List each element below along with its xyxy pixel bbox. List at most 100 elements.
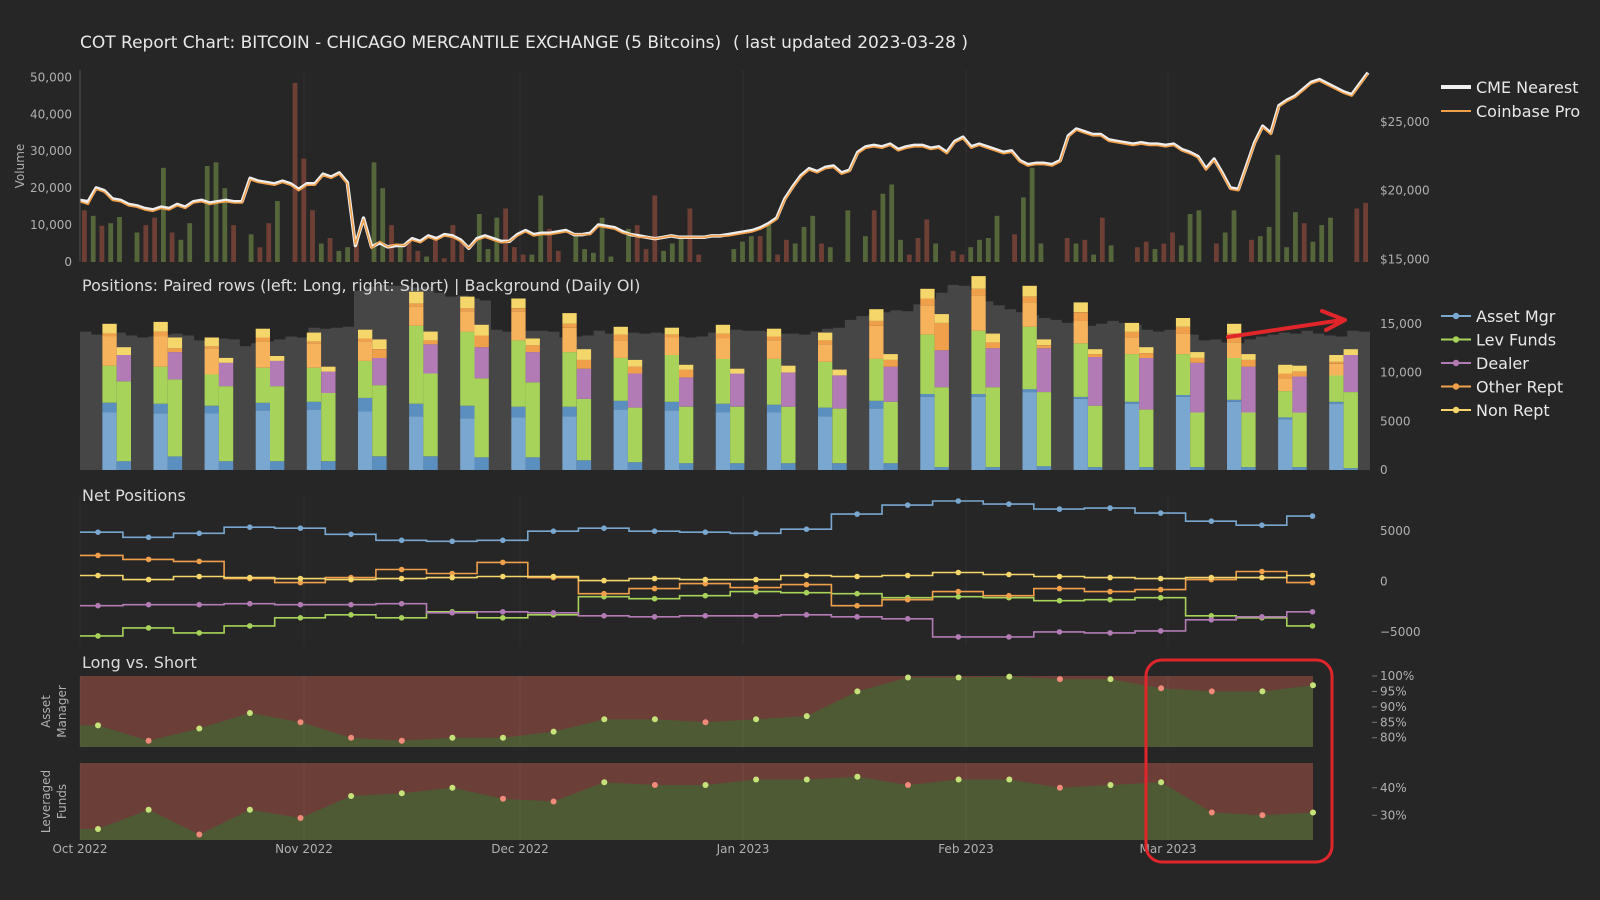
net-lev-funds-point [854, 590, 860, 597]
volume-bar [169, 232, 175, 262]
net-non-rept-line [80, 571, 1313, 582]
volume-y-tick: 30,000 [30, 144, 72, 158]
short-bar-segment [1241, 467, 1256, 470]
net-other-rept-point [601, 590, 607, 597]
long-bar-segment [358, 360, 373, 398]
net-other-rept-point [702, 580, 709, 587]
net-asset-mgr-point [348, 531, 354, 538]
volume-bar [1143, 241, 1149, 262]
long-bar-segment [920, 396, 935, 470]
long-bar-segment [102, 412, 117, 470]
positions-y-tick: 10,000 [1380, 366, 1422, 380]
volume-bar [1170, 232, 1175, 262]
long-bar-segment [869, 358, 884, 401]
net-lev-funds-point [1107, 596, 1113, 603]
net-lev-funds-point [247, 623, 253, 629]
short-bar-segment [1190, 357, 1205, 363]
short-bar-segment [679, 364, 694, 370]
long-bar-segment [1073, 312, 1088, 321]
long-share-point [348, 793, 355, 799]
lvs-y-tick: 100% [1380, 669, 1414, 683]
long-bar-segment [204, 413, 219, 470]
net-dealer-point [145, 601, 152, 608]
long-share-point [449, 784, 456, 791]
short-bar-segment [730, 373, 745, 407]
net-other-rept-point [145, 556, 152, 563]
lvs-row-label: Manager [55, 685, 69, 738]
short-bar-segment [883, 463, 898, 470]
volume-bar [345, 247, 350, 262]
volume-bar [441, 258, 447, 262]
short-bar-segment [372, 349, 387, 358]
legend-cme-nearest: CME Nearest [1476, 78, 1578, 97]
volume-bar [1231, 210, 1237, 262]
long-share-area [80, 676, 1313, 747]
long-bar-segment [255, 367, 270, 403]
net-asset-mgr-point [145, 534, 152, 541]
volume-bar [1257, 236, 1263, 262]
volume-bar [1266, 226, 1272, 262]
short-bar-segment [627, 407, 643, 463]
legend-label-1: Lev Funds [1476, 331, 1556, 350]
volume-bar [222, 188, 228, 262]
long-bar-segment [306, 343, 322, 368]
long-share-point [803, 776, 810, 783]
net-asset-mgr-point [1259, 522, 1265, 528]
long-bar-segment [409, 291, 424, 304]
short-bar-segment [1190, 352, 1205, 358]
long-bar-segment [409, 416, 424, 470]
long-bar-segment [1022, 285, 1037, 297]
legend-label-3: Other Rept [1476, 378, 1563, 397]
net-non-rept-point [1107, 574, 1113, 581]
long-share-point [1208, 688, 1215, 695]
long-bar-segment [204, 374, 219, 406]
net-asset-mgr-point [702, 529, 709, 535]
net-dealer-point [1006, 634, 1012, 640]
long-bar-segment [1022, 389, 1037, 392]
long-bar-segment [562, 352, 577, 407]
long-bar-segment [1022, 296, 1037, 303]
trend-arrow-annotation [1226, 309, 1347, 339]
volume-bar [608, 256, 614, 262]
short-bar-segment [1241, 366, 1256, 413]
short-bar-segment [218, 362, 234, 387]
net-non-rept-point [854, 573, 860, 580]
short-bar-segment [781, 406, 796, 464]
net-non-rept-point [95, 572, 101, 579]
volume-bar [1012, 234, 1017, 262]
short-bar-segment [1139, 467, 1154, 470]
net-y-tick: 5000 [1380, 524, 1411, 538]
net-asset-mgr-point [500, 537, 506, 544]
long-bar-segment [1124, 354, 1140, 402]
positions-legend: Asset Mgr Lev Funds Dealer Other Rept Non Re… [1441, 307, 1563, 420]
long-bar-segment [204, 346, 219, 349]
lvs-row-label: Asset [39, 695, 53, 728]
volume-bar [1073, 243, 1079, 262]
short-bar-segment [372, 357, 387, 386]
net-asset-mgr-point [651, 528, 658, 534]
short-bar-segment [1036, 392, 1052, 467]
short-bar-segment [218, 461, 234, 470]
long-bar-segment [971, 295, 986, 331]
net-dealer-point [297, 601, 304, 608]
short-bar-segment [934, 387, 949, 468]
volume-bar [1021, 197, 1026, 262]
lvs-row-label: Leveraged [39, 770, 53, 833]
long-bar-segment [306, 367, 322, 402]
volume-bar [827, 247, 833, 262]
volume-bar [90, 215, 96, 262]
net-other-rept-point [904, 596, 911, 603]
short-bar-segment [883, 354, 898, 360]
short-bar-segment [627, 359, 643, 367]
short-bar-segment [167, 348, 183, 353]
short-bar-segment [679, 369, 694, 378]
long-bar-segment [460, 308, 475, 312]
volume-bar [634, 225, 640, 262]
long-share-point [1310, 809, 1316, 816]
lvs-y-tick: 85% [1380, 715, 1407, 729]
short-bar-segment [474, 335, 489, 348]
volume-bar [968, 247, 974, 262]
short-bar-segment [985, 333, 1000, 343]
net-non-rept-point [145, 576, 152, 583]
